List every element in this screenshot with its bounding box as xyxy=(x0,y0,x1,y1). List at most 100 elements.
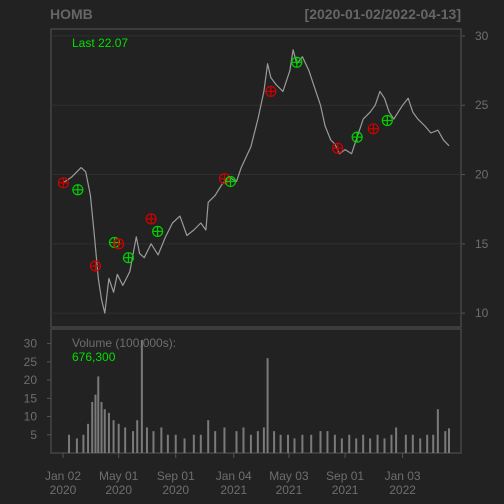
volume-bar xyxy=(68,434,71,453)
x-tick-label-line1: Sep 01 xyxy=(157,469,195,483)
volume-bar xyxy=(107,412,110,453)
volume-bar xyxy=(192,434,195,453)
volume-bar xyxy=(310,434,313,453)
volume-tick-label: 5 xyxy=(30,428,37,442)
buy-signal-marker xyxy=(152,225,164,237)
sell-signal-marker xyxy=(218,173,231,185)
volume-bar xyxy=(140,339,143,453)
volume-bar xyxy=(223,427,226,453)
volume-bar xyxy=(145,427,148,453)
volume-bar xyxy=(100,401,103,453)
buy-signal-marker xyxy=(381,114,393,127)
volume-tick-label: 25 xyxy=(24,355,38,369)
volume-tick-label: 30 xyxy=(24,337,38,351)
x-tick-label-line1: Jan 04 xyxy=(216,469,252,483)
volume-bar xyxy=(432,434,435,453)
volume-bar xyxy=(235,431,238,453)
x-tick-label-line1: Jan 02 xyxy=(45,469,81,483)
x-tick-label-line1: Jan 03 xyxy=(385,469,421,483)
x-tick-label-line2: 2021 xyxy=(220,483,247,497)
volume-bar xyxy=(404,434,407,453)
sell-signal-marker xyxy=(332,142,344,154)
volume-last-value: 676,300 xyxy=(72,350,116,364)
volume-bar xyxy=(117,423,120,453)
volume-bar xyxy=(326,431,329,453)
volume-bar xyxy=(136,420,139,453)
volume-bar xyxy=(340,438,343,453)
volume-bar xyxy=(242,427,245,453)
last-price-label: Last 22.07 xyxy=(72,36,128,50)
price-tick-label: 25 xyxy=(475,98,489,112)
sell-signal-marker xyxy=(113,238,125,250)
volume-bar xyxy=(301,434,304,453)
price-line xyxy=(62,49,450,314)
volume-bar xyxy=(395,427,398,453)
x-tick-label-line2: 2020 xyxy=(105,483,132,497)
volume-bar xyxy=(82,434,85,453)
x-tick-label-line2: 2021 xyxy=(332,483,359,497)
sell-signal-marker xyxy=(367,123,379,135)
volume-bar xyxy=(183,438,186,453)
x-tick-label-line1: May 01 xyxy=(99,469,139,483)
price-tick-label: 20 xyxy=(475,168,489,182)
buy-signal-marker xyxy=(122,252,135,264)
volume-bar xyxy=(448,428,450,453)
volume-bar xyxy=(362,434,365,453)
sell-signal-marker xyxy=(265,85,277,97)
volume-bar xyxy=(214,431,217,453)
volume-bar xyxy=(426,434,429,453)
volume-bar xyxy=(166,434,169,453)
volume-bar xyxy=(390,434,393,453)
volume-bar xyxy=(152,431,155,453)
volume-bar xyxy=(333,434,336,453)
x-tick-label-line2: 2020 xyxy=(162,483,189,497)
volume-panel-frame xyxy=(50,328,462,454)
price-tick-label: 15 xyxy=(475,237,489,251)
volume-bar xyxy=(87,423,90,453)
buy-signal-marker xyxy=(224,175,237,188)
price-tick-label: 10 xyxy=(475,306,489,320)
volume-bar xyxy=(348,434,351,453)
volume-bar xyxy=(419,438,422,453)
volume-bar xyxy=(199,434,202,453)
volume-bar xyxy=(103,409,106,453)
volume-bar xyxy=(256,431,259,453)
volume-tick-label: 10 xyxy=(24,410,38,424)
volume-bar xyxy=(436,409,439,453)
buy-signal-marker xyxy=(291,56,303,68)
volume-bar xyxy=(160,427,163,453)
volume-bar xyxy=(124,427,127,453)
volume-bar xyxy=(319,431,322,453)
x-tick-label-line1: Sep 01 xyxy=(326,469,364,483)
sell-signal-marker xyxy=(89,260,102,272)
volume-bar xyxy=(97,376,100,453)
volume-bar xyxy=(262,427,265,453)
volume-tick-label: 20 xyxy=(24,373,38,387)
volume-bar xyxy=(355,438,358,453)
volume-bar xyxy=(249,434,252,453)
x-tick-label-line2: 2022 xyxy=(389,483,416,497)
volume-panel: 5 10 15 20 25 30 xyxy=(24,328,462,454)
x-tick-label-line1: May 03 xyxy=(269,469,309,483)
x-tick-label-line2: 2020 xyxy=(50,483,77,497)
volume-bar xyxy=(411,434,414,453)
price-panel: 10 15 20 25 30 xyxy=(50,28,489,328)
sell-signal-marker xyxy=(145,213,157,225)
date-range-label: [2020-01-02/2022-04-13] xyxy=(305,6,461,22)
price-tick-label: 30 xyxy=(475,29,489,43)
volume-bar xyxy=(383,438,386,453)
volume-bar xyxy=(273,431,276,453)
volume-bar xyxy=(94,394,97,453)
volume-label: Volume (100,000s): xyxy=(72,336,176,350)
x-tick-label-line2: 2021 xyxy=(276,483,303,497)
volume-bar xyxy=(112,420,115,453)
volume-tick-label: 15 xyxy=(24,391,38,405)
buy-signal-marker xyxy=(72,184,84,196)
volume-bar xyxy=(376,434,379,453)
sell-signal-marker xyxy=(57,177,70,189)
chart-title: HOMB xyxy=(50,6,93,22)
